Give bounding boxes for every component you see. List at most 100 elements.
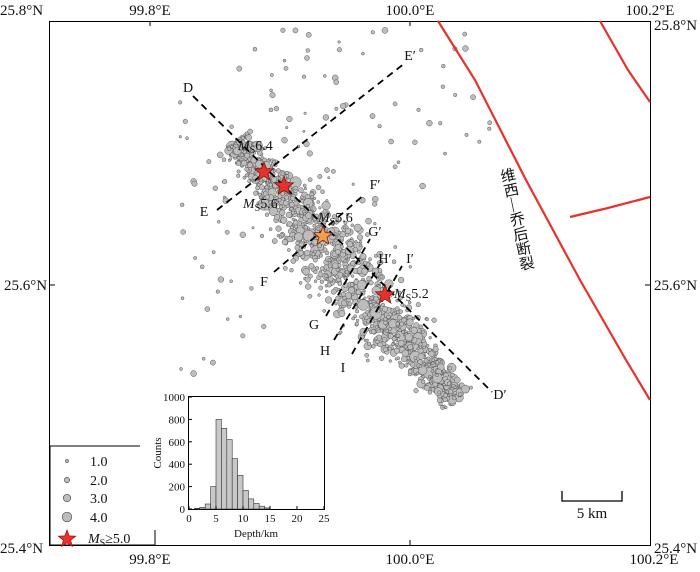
event-marker xyxy=(298,187,304,194)
event-marker xyxy=(285,211,293,219)
event-marker xyxy=(259,233,265,238)
event-marker xyxy=(461,384,470,394)
event-marker xyxy=(416,107,421,112)
event-marker xyxy=(331,223,335,227)
event-marker xyxy=(281,239,288,246)
event-marker xyxy=(351,182,355,186)
event-marker xyxy=(245,159,250,163)
event-marker xyxy=(179,367,183,371)
histogram-bar xyxy=(226,439,233,510)
scale-bar xyxy=(561,491,623,502)
event-marker xyxy=(225,317,230,321)
event-marker xyxy=(365,358,370,363)
fault-trace-northeast xyxy=(599,20,651,103)
event-marker xyxy=(363,321,367,325)
event-marker xyxy=(369,295,374,301)
event-marker xyxy=(258,184,265,191)
event-marker xyxy=(414,359,418,363)
event-marker xyxy=(430,361,435,366)
event-marker xyxy=(337,287,341,292)
event-marker xyxy=(365,262,371,267)
event-marker xyxy=(242,175,247,180)
event-marker xyxy=(427,390,433,395)
event-marker xyxy=(404,363,409,368)
event-marker xyxy=(292,219,299,226)
event-marker xyxy=(368,300,373,304)
event-marker xyxy=(264,212,270,217)
event-marker xyxy=(396,333,401,338)
histogram-bar xyxy=(194,508,201,510)
event-marker xyxy=(302,229,315,242)
event-marker xyxy=(368,280,374,286)
event-marker xyxy=(180,202,185,207)
event-marker xyxy=(317,243,322,248)
event-marker xyxy=(273,214,281,221)
histogram-bar xyxy=(248,498,255,510)
event-marker xyxy=(372,201,378,207)
event-marker xyxy=(346,298,351,303)
event-marker xyxy=(346,253,351,259)
profile-label-end: F′ xyxy=(370,178,381,193)
event-marker xyxy=(421,379,426,384)
event-marker xyxy=(333,79,339,85)
event-marker xyxy=(355,318,360,323)
lon-tick-bottom-1: 99.8°E xyxy=(129,552,170,568)
event-marker xyxy=(417,353,425,360)
event-marker xyxy=(368,303,374,308)
event-marker xyxy=(393,347,400,354)
event-marker xyxy=(318,206,322,210)
event-marker xyxy=(250,145,258,153)
histogram-x-tick-label: 15 xyxy=(265,513,277,525)
event-marker xyxy=(247,162,253,168)
event-marker xyxy=(216,151,224,159)
event-marker xyxy=(236,65,243,72)
event-marker xyxy=(397,339,405,347)
event-marker xyxy=(343,264,348,270)
event-marker xyxy=(349,282,355,287)
event-marker xyxy=(294,232,304,242)
scale-bar-label: 5 km xyxy=(577,506,608,522)
event-marker xyxy=(331,262,339,269)
histogram-frame xyxy=(188,396,325,510)
mainshock-star-icon xyxy=(374,283,396,305)
event-marker xyxy=(297,203,301,207)
histogram-y-tick-label: 400 xyxy=(169,459,186,471)
event-marker xyxy=(364,352,370,358)
profile-line-E xyxy=(216,62,406,211)
profile-line-F xyxy=(273,193,366,273)
event-marker xyxy=(424,385,430,391)
event-marker xyxy=(285,126,289,130)
legend-symbol-3 xyxy=(62,493,72,503)
faults xyxy=(437,20,651,401)
event-marker xyxy=(428,336,432,340)
event-marker xyxy=(313,279,318,283)
event-marker xyxy=(319,279,325,284)
event-marker xyxy=(238,314,243,319)
event-marker xyxy=(403,304,407,308)
histogram-ticks: 0 5 10 15 20 25 0 200 400 600 800 1000 xyxy=(163,392,330,525)
event-marker xyxy=(313,196,317,201)
event-marker xyxy=(342,226,346,230)
event-marker xyxy=(252,46,258,52)
event-marker xyxy=(421,330,425,334)
event-marker xyxy=(268,182,273,187)
legend-label-4: 4.0 xyxy=(90,511,108,526)
histogram-y-tick-label: 800 xyxy=(169,414,186,426)
event-marker xyxy=(245,134,252,141)
event-marker xyxy=(371,344,376,349)
event-marker xyxy=(273,105,280,112)
event-marker xyxy=(431,317,437,323)
event-marker xyxy=(331,214,337,219)
event-marker xyxy=(419,47,424,53)
event-marker xyxy=(410,326,418,334)
event-marker xyxy=(365,217,372,225)
event-marker xyxy=(387,333,394,339)
event-marker xyxy=(335,267,340,272)
event-marker xyxy=(289,268,294,273)
histogram-bar xyxy=(210,486,217,510)
event-marker xyxy=(315,184,322,191)
event-marker xyxy=(366,341,372,346)
event-marker xyxy=(395,321,400,326)
event-marker xyxy=(328,276,334,282)
